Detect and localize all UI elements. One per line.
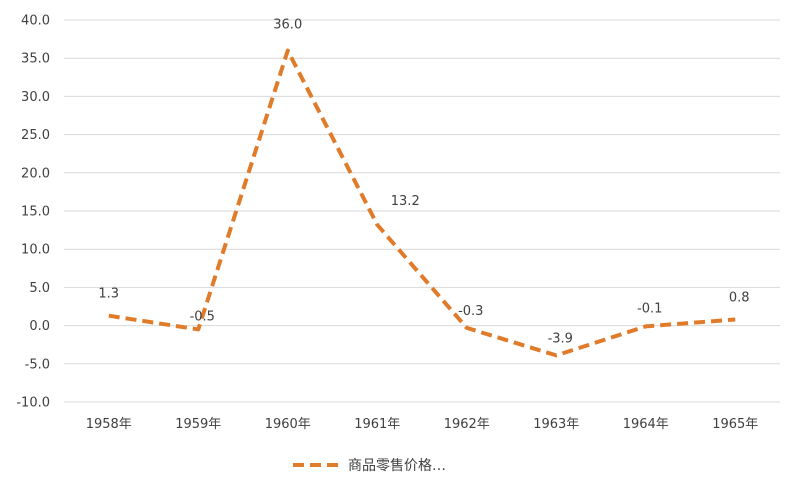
data-label: -0.1 bbox=[637, 301, 662, 316]
x-axis-ticks: 1958年 1959年 1960年 1961年 1962年 1963年 1964年 1965年 bbox=[86, 417, 759, 432]
y-tick-label: -5.0 bbox=[25, 357, 50, 372]
y-tick-label: 5.0 bbox=[29, 281, 50, 296]
y-tick-label: 20.0 bbox=[21, 166, 50, 181]
data-label: -0.3 bbox=[458, 304, 483, 319]
x-tick-label: 1958年 bbox=[86, 417, 132, 432]
data-labels: 1.3 -0.5 36.0 13.2 -0.3 -3.9 -0.1 0.8 bbox=[98, 18, 749, 347]
y-tick-label: 30.0 bbox=[21, 90, 50, 105]
y-tick-label: 40.0 bbox=[21, 14, 50, 29]
y-tick-label: -10.0 bbox=[16, 396, 50, 411]
y-tick-label: 15.0 bbox=[21, 205, 50, 220]
data-label: 1.3 bbox=[98, 287, 119, 302]
y-tick-label: 10.0 bbox=[21, 243, 50, 258]
x-tick-label: 1963年 bbox=[533, 417, 579, 432]
x-tick-label: 1960年 bbox=[265, 417, 311, 432]
data-label: 0.8 bbox=[729, 290, 750, 305]
x-tick-label: 1961年 bbox=[354, 417, 400, 432]
legend: 商品零售价格… bbox=[293, 458, 446, 474]
x-tick-label: 1962年 bbox=[444, 417, 490, 432]
y-axis-ticks: 40.0 35.0 30.0 25.0 20.0 15.0 10.0 5.0 0.0 -5.0 -1… bbox=[16, 14, 50, 411]
x-tick-label: 1964年 bbox=[623, 417, 669, 432]
data-label: 36.0 bbox=[273, 18, 302, 33]
legend-label: 商品零售价格… bbox=[348, 458, 446, 474]
data-label: -0.5 bbox=[190, 309, 215, 324]
y-tick-label: 0.0 bbox=[29, 319, 50, 334]
y-tick-label: 25.0 bbox=[21, 128, 50, 143]
x-tick-label: 1965年 bbox=[712, 417, 758, 432]
gridlines bbox=[64, 20, 780, 402]
data-label: 13.2 bbox=[391, 194, 420, 209]
x-tick-label: 1959年 bbox=[175, 417, 221, 432]
data-label: -3.9 bbox=[548, 331, 573, 346]
y-tick-label: 35.0 bbox=[21, 52, 50, 67]
